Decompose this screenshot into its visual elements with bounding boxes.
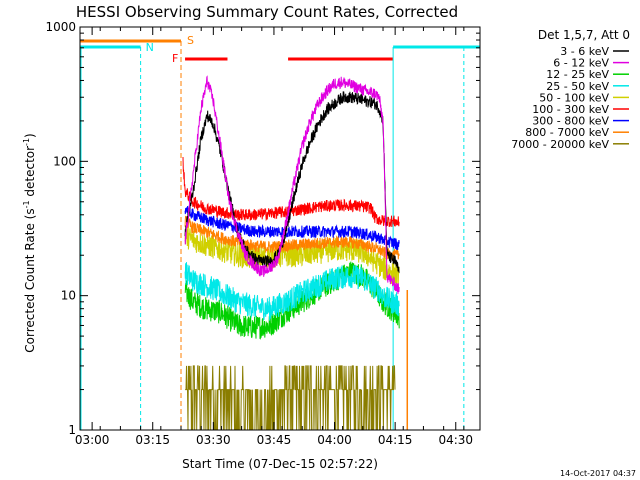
series-line-6 <box>184 204 400 251</box>
y-tick-label: 1 <box>68 423 76 437</box>
series-line-4 <box>184 226 400 288</box>
x-tick-label: 03:45 <box>257 433 292 447</box>
chart-title: HESSI Observing Summary Count Rates, Cor… <box>76 3 458 21</box>
legend-label: 6 - 12 keV <box>553 57 609 70</box>
x-tick-label: 04:00 <box>317 433 352 447</box>
legend-label: 12 - 25 keV <box>546 68 609 81</box>
series-layer <box>182 75 400 431</box>
legend-label: 100 - 300 keV <box>532 103 609 116</box>
legend-header: Det 1,5,7, Att 0 <box>538 28 630 42</box>
y-tick-label: 100 <box>53 154 76 168</box>
timestamp-label: 14-Oct-2017 04:37 <box>560 469 636 478</box>
x-tick-label: 04:15 <box>378 433 413 447</box>
axes: 1 10 100 1000 03:00 03:15 03:30 03:45 04:00 04:15… <box>45 20 481 447</box>
y-tick-label: 1000 <box>45 20 76 34</box>
observing-annotations: N SF <box>80 34 480 430</box>
x-tick-label: 03:00 <box>75 433 110 447</box>
series-line-7 <box>184 215 400 262</box>
series-line-8 <box>185 365 396 431</box>
x-tick-label: 04:30 <box>438 433 473 447</box>
legend-label: 300 - 800 keV <box>532 115 609 128</box>
night-label: N <box>146 41 154 54</box>
legend-label: 50 - 100 keV <box>539 91 609 104</box>
legend-label: 800 - 7000 keV <box>525 126 609 139</box>
y-tick-label: 10 <box>61 289 76 303</box>
legend-label: 7000 - 20000 keV <box>511 138 609 151</box>
series-line-1 <box>184 75 400 294</box>
legend-label: 25 - 50 keV <box>546 80 609 93</box>
x-axis-label: Start Time (07-Dec-15 02:57:22) <box>182 457 378 471</box>
x-tick-label: 03:30 <box>196 433 231 447</box>
series-line-0 <box>184 91 400 273</box>
y-axis-label: Corrected Count Rate (s-1 detector-1) <box>22 133 37 352</box>
legend-label: 3 - 6 keV <box>560 45 609 58</box>
series-line-3 <box>184 262 400 321</box>
plot-frame <box>79 26 481 431</box>
saa-label: S <box>187 34 194 47</box>
flare-label: F <box>172 52 178 65</box>
x-tick-label: 03:15 <box>135 433 170 447</box>
